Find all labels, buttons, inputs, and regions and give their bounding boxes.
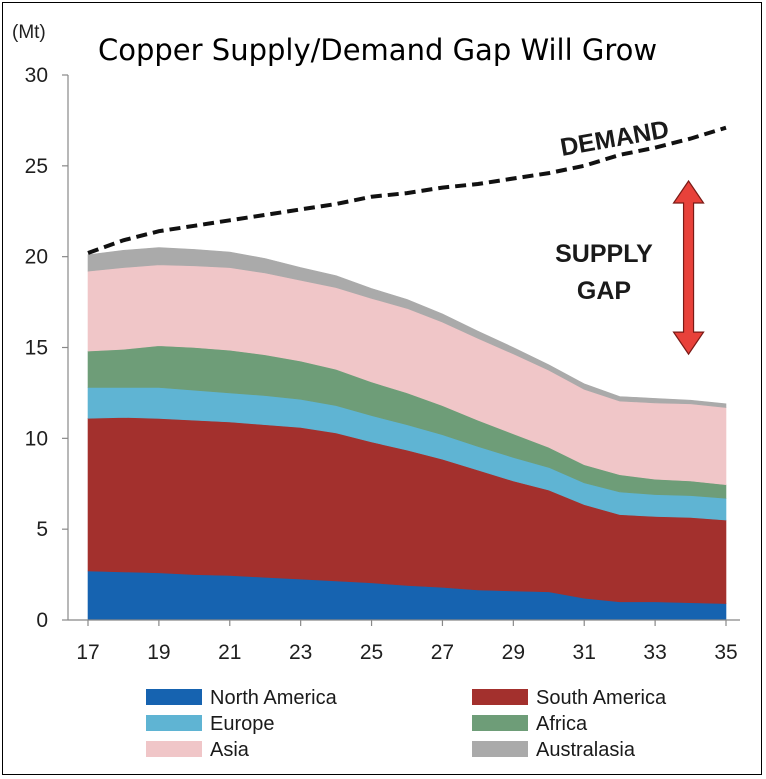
y-tick-label: 5 [36, 518, 48, 541]
supply-gap-annotation-line1: SUPPLY [555, 240, 653, 268]
y-tick-label: 25 [25, 155, 48, 178]
x-tick-label: 23 [289, 641, 312, 664]
x-tick-label: 33 [643, 641, 666, 664]
demand-layer [87, 125, 727, 255]
legend-label: Asia [210, 739, 250, 761]
legend-label: Australasia [536, 739, 636, 761]
y-tick-label: 15 [25, 337, 48, 360]
y-tick-label: 10 [25, 427, 48, 450]
y-tick-label: 0 [36, 609, 48, 632]
x-tick-label: 35 [714, 641, 737, 664]
chart-title: Copper Supply/Demand Gap Will Grow [98, 33, 657, 67]
area-series-australasia [87, 247, 727, 408]
legend-swatch [146, 741, 202, 757]
x-tick-label: 17 [76, 641, 99, 664]
legend-swatch [472, 689, 528, 705]
double-arrow [672, 179, 705, 356]
supply-gap-annotation-line2: GAP [577, 277, 631, 305]
legend-swatch [146, 715, 202, 731]
y-tick-label: 20 [25, 246, 48, 269]
x-tick-label: 21 [218, 641, 241, 664]
x-tick-label: 31 [573, 641, 596, 664]
x-tick-label: 27 [431, 641, 454, 664]
x-tick-label: 25 [360, 641, 383, 664]
y-axis-unit-label: (Mt) [12, 22, 46, 43]
legend-swatch [472, 741, 528, 757]
legend-label: North America [210, 687, 338, 709]
stacked-areas [87, 247, 727, 621]
y-tick-label: 30 [25, 64, 48, 87]
legend-label: Africa [536, 713, 588, 735]
legend-swatch [472, 715, 528, 731]
legend: North America South America Europe Africa As… [146, 687, 667, 761]
legend-label: South America [536, 687, 667, 709]
demand-line [87, 125, 727, 255]
legend-label: Europe [210, 713, 275, 735]
legend-swatch [146, 689, 202, 705]
x-tick-label: 19 [147, 641, 170, 664]
supply-gap-arrow [672, 179, 705, 356]
x-tick-label: 29 [502, 641, 525, 664]
axes: 0 5 10 15 20 25 30 17 19 21 23 25 27 29 31 33 35 [25, 64, 740, 664]
